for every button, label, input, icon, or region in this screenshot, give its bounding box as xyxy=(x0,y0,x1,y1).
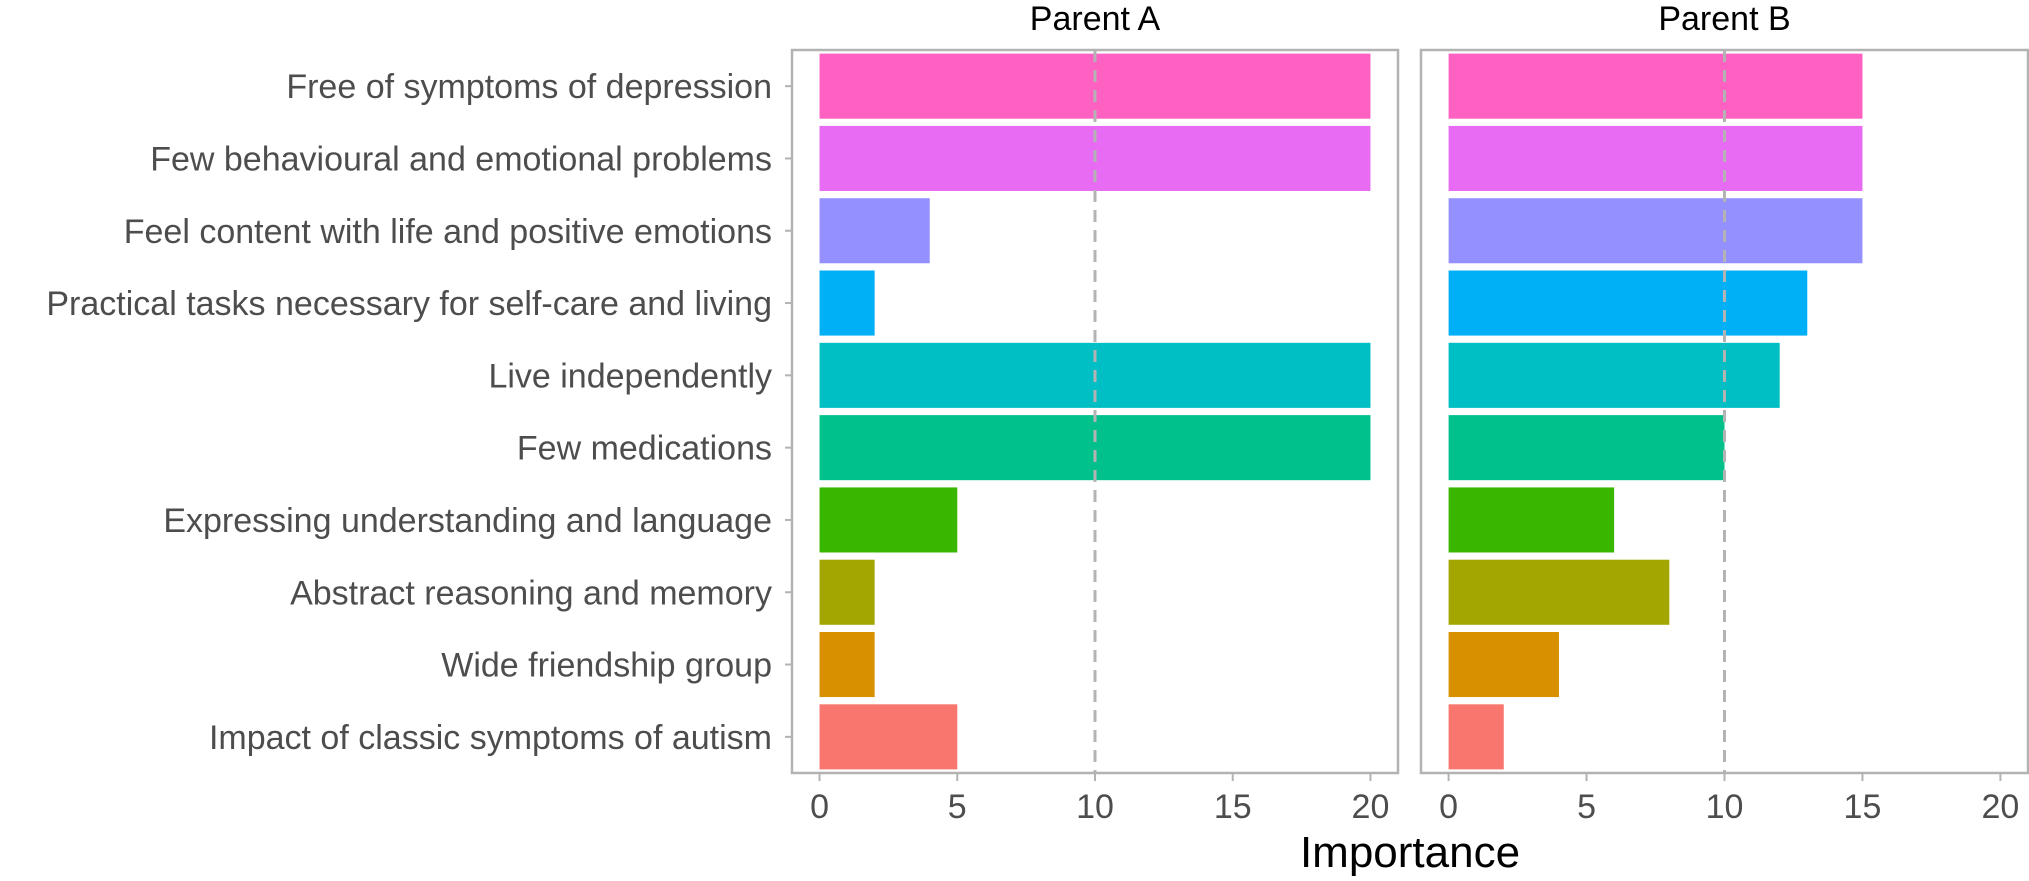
x-tick-label-parent-b-10: 10 xyxy=(1706,788,1744,826)
bar-parent-b-live-independently xyxy=(1448,342,1780,408)
bar-parent-b-free-of-symptoms-of-depression xyxy=(1448,53,1863,119)
bar-parent-b-impact-of-classic-symptoms-of-autism xyxy=(1448,704,1504,770)
panel-title-parent-a: Parent A xyxy=(1030,0,1161,38)
category-label-free-of-symptoms-of-depression: Free of symptoms of depression xyxy=(286,68,772,106)
bar-parent-b-practical-tasks-necessary-for-self-care-and-living xyxy=(1448,270,1808,336)
chart-panels: Parent A 0 5 10 15 20 Parent B 0 5 10 15 20 xyxy=(790,0,2029,826)
bar-parent-a-impact-of-classic-symptoms-of-autism xyxy=(819,704,958,770)
bar-parent-a-abstract-reasoning-and-memory xyxy=(819,559,875,625)
x-tick-label-parent-a-15: 15 xyxy=(1214,788,1252,826)
bar-parent-b-few-behavioural-and-emotional-problems xyxy=(1448,125,1863,191)
category-label-impact-of-classic-symptoms-of-autism: Impact of classic symptoms of autism xyxy=(209,719,772,757)
bar-parent-b-few-medications xyxy=(1448,415,1725,481)
category-label-abstract-reasoning-and-memory: Abstract reasoning and memory xyxy=(290,574,772,612)
bar-parent-b-expressing-understanding-and-language xyxy=(1448,487,1615,553)
bar-parent-a-expressing-understanding-and-language xyxy=(819,487,958,553)
x-tick-label-parent-a-20: 20 xyxy=(1352,788,1390,826)
x-tick-label-parent-a-10: 10 xyxy=(1076,788,1114,826)
bar-parent-a-few-medications xyxy=(819,415,1371,481)
category-label-few-medications: Few medications xyxy=(517,430,772,468)
x-tick-label-parent-a-5: 5 xyxy=(948,788,967,826)
bar-parent-a-wide-friendship-group xyxy=(819,632,875,698)
x-axis-title: Importance xyxy=(1300,828,1520,877)
category-label-expressing-understanding-and-language: Expressing understanding and language xyxy=(163,502,772,540)
bar-parent-a-practical-tasks-necessary-for-self-care-and-living xyxy=(819,270,875,336)
bar-parent-b-feel-content-with-life-and-positive-emotions xyxy=(1448,198,1863,264)
category-labels: Free of symptoms of depression Few behavi… xyxy=(46,68,792,757)
bar-parent-a-free-of-symptoms-of-depression xyxy=(819,53,1371,119)
x-tick-label-parent-b-20: 20 xyxy=(1981,788,2019,826)
bar-parent-b-wide-friendship-group xyxy=(1448,632,1559,698)
category-label-practical-tasks-necessary-for-self-care-and-living: Practical tasks necessary for self-care … xyxy=(46,285,772,323)
category-label-live-independently: Live independently xyxy=(488,357,772,395)
panel-parent-a: Parent A 0 5 10 15 20 xyxy=(790,0,1400,826)
x-tick-label-parent-b-5: 5 xyxy=(1577,788,1596,826)
category-label-few-behavioural-and-emotional-problems: Few behavioural and emotional problems xyxy=(150,140,772,178)
bar-parent-a-feel-content-with-life-and-positive-emotions xyxy=(819,198,930,264)
bar-parent-b-abstract-reasoning-and-memory xyxy=(1448,559,1670,625)
panel-parent-b: Parent B 0 5 10 15 20 xyxy=(1419,0,2029,826)
x-tick-label-parent-a-0: 0 xyxy=(810,788,829,826)
x-tick-label-parent-b-15: 15 xyxy=(1844,788,1882,826)
x-tick-label-parent-b-0: 0 xyxy=(1439,788,1458,826)
panel-title-parent-b: Parent B xyxy=(1658,0,1790,38)
category-label-wide-friendship-group: Wide friendship group xyxy=(441,647,772,685)
category-label-feel-content-with-life-and-positive-emotions: Feel content with life and positive emot… xyxy=(124,213,772,251)
